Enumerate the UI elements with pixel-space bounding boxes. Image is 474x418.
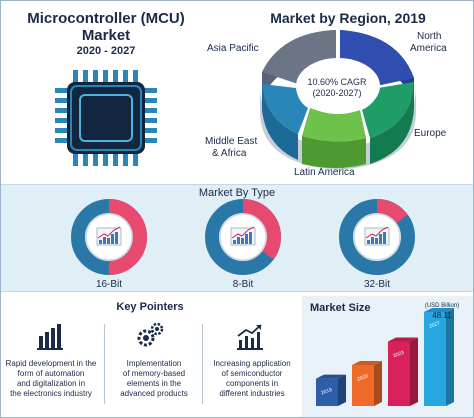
bar-year-label: 2019 [320, 387, 333, 397]
type-ring-32bit [339, 199, 415, 275]
label-north-america-line1: North [417, 31, 442, 42]
pointer-line: different industries [219, 389, 285, 398]
pointer-line: form of automation [17, 369, 85, 378]
cagr-text: 10.60% CAGR (2020-2027) [292, 77, 382, 99]
page-title-line2: Market [81, 27, 131, 44]
label-mea-line2: & Africa [212, 148, 247, 159]
pointer-line: of semiconductor [221, 369, 283, 378]
market-size-bar-2023: 2023 [388, 337, 418, 406]
bar-year-label: 2027 [428, 320, 441, 330]
pointer-semiconductor: Increasing application of semiconductor … [204, 359, 300, 399]
type-label-32bit: 32-Bit [363, 279, 391, 290]
pointer-line: and digitalization in [16, 379, 86, 388]
microchip-icon [55, 70, 157, 166]
market-size-unit: (USD Billion) [424, 303, 460, 309]
ring-share-arc [205, 199, 281, 275]
market-by-type-title: Market By Type [198, 187, 276, 199]
ring-share-arc [339, 199, 415, 275]
pointer-line: elements in the [126, 379, 182, 388]
type-label-16bit: 16-Bit [95, 279, 123, 290]
market-size-bar-chart: 2019 2020 2023 2027 [316, 308, 454, 406]
pointer-line: advanced products [120, 389, 188, 398]
pointer-line: Increasing application [213, 359, 291, 368]
mini-chart-icon [96, 226, 122, 246]
pointer-memory: Implementation of memory-based elements … [108, 359, 200, 399]
market-size-bar-2019: 2019 [316, 374, 346, 406]
rising-chart-icon [237, 324, 263, 350]
divider [104, 324, 105, 404]
type-ring-16bit [71, 199, 147, 275]
label-asia-pacific: Asia Pacific [207, 43, 259, 54]
label-north-america-line2: America [410, 43, 447, 54]
pointer-line: Implementation [126, 359, 182, 368]
gears-icon [137, 322, 164, 347]
cagr-value: 10.60% CAGR [307, 77, 367, 87]
market-size-value-label: 48.11 [432, 311, 452, 320]
mini-chart-icon [364, 226, 390, 246]
type-ring-8bit [205, 199, 281, 275]
label-europe: Europe [414, 128, 447, 139]
ring-share-arc [71, 199, 147, 275]
bar-chart-icon [37, 324, 63, 350]
label-mea-line1: Middle East [205, 136, 258, 147]
bar-year-label: 2023 [392, 350, 405, 360]
label-latin-america: Latin America [294, 167, 355, 178]
divider [202, 324, 203, 404]
pointer-line: of memory-based [122, 369, 186, 378]
pointer-line: the electronics industry [10, 389, 92, 398]
market-size-bar-2020: 2020 [352, 360, 382, 406]
pointer-line: components in [225, 379, 279, 388]
forecast-period: 2020 - 2027 [76, 45, 136, 57]
page-title-line1: Microcontroller (MCU) [27, 10, 185, 27]
region-chart-title: Market by Region, 2019 [270, 10, 426, 26]
region-donut-chart [260, 30, 416, 170]
mini-chart-icon [230, 226, 256, 246]
type-label-8bit: 8-Bit [232, 279, 254, 290]
cagr-period: (2020-2027) [312, 88, 362, 98]
market-size-title: Market Size [310, 302, 371, 314]
key-pointers-title: Key Pointers [116, 301, 184, 313]
bar-year-label: 2020 [356, 373, 369, 383]
pointer-line: Rapid development in the [5, 359, 97, 368]
market-size-bar-2027: 2027 [424, 308, 454, 406]
pointer-automation: Rapid development in the form of automat… [2, 359, 100, 399]
